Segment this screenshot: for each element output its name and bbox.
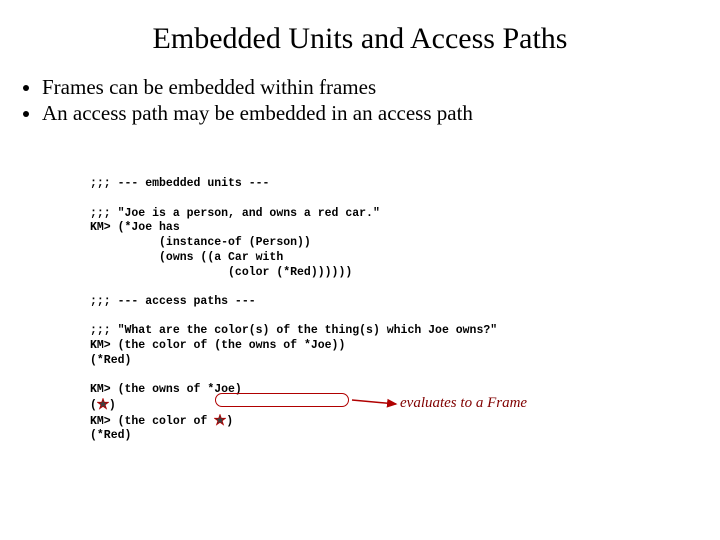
slide-title: Embedded Units and Access Paths (0, 0, 720, 74)
code-line: ;;; --- access paths --- (90, 295, 256, 308)
code-line: (instance-of (Person)) (90, 236, 311, 249)
star-icon (97, 398, 109, 414)
bullet-list: Frames can be embedded within frames An … (0, 74, 720, 127)
code-line: ;;; "Joe is a person, and owns a red car… (90, 207, 380, 220)
code-line: (color (*Red)))))) (90, 266, 352, 279)
code-line: KM> (the owns of *Joe) (90, 383, 242, 396)
bullet-item: Frames can be embedded within frames (42, 74, 720, 100)
code-line: () (90, 399, 116, 412)
code-line: ;;; "What are the color(s) of the thing(… (90, 324, 497, 337)
star-icon (214, 414, 226, 430)
code-line: KM> (the color of ) (90, 415, 233, 428)
bullet-item: An access path may be embedded in an acc… (42, 100, 720, 126)
code-line: KM> (the color of (the owns of *Joe)) (90, 339, 345, 352)
annotation-text: evaluates to a Frame (400, 395, 527, 412)
code-line: KM> (*Joe has (90, 221, 180, 234)
code-line: (owns ((a Car with (90, 251, 283, 264)
code-line: (*Red) (90, 429, 131, 442)
code-block: ;;; --- embedded units --- ;;; "Joe is a… (0, 127, 720, 445)
code-line: ;;; --- embedded units --- (90, 177, 269, 190)
code-line: (*Red) (90, 354, 131, 367)
